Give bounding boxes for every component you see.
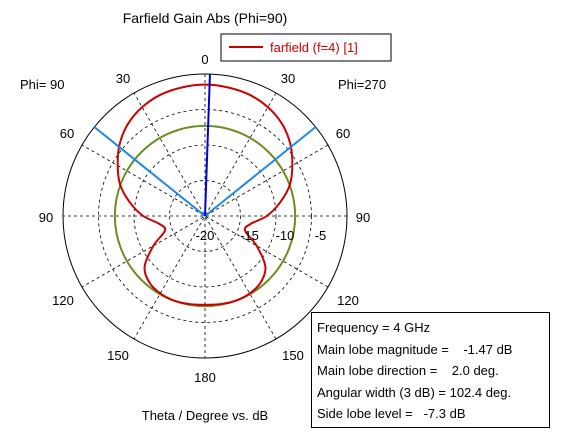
legend-label: farfield (f=4) [1] [270,40,358,55]
beamwidth-line-right [204,126,317,217]
angle-tick-120-right: 120 [337,293,359,308]
phi-right-label: Phi=270 [338,77,386,92]
polar-grid-ring-15 [169,180,241,252]
info-side-lobe-level: Side lobe level = -7.3 dB [317,406,466,421]
angle-tick-0: 0 [201,52,208,67]
radial-tick-label: -20 [196,228,215,243]
phi-left-label: Phi= 90 [20,77,64,92]
angle-tick-90-left: 90 [39,210,53,225]
info-angular-width: Angular width (3 dB) = 102.4 deg. [317,384,512,400]
angle-tick-30-right: 30 [281,71,295,86]
polar-grid-spoke-150 [133,92,277,340]
radial-tick-label: -15 [240,228,259,243]
angle-tick-150-left: 150 [107,348,129,363]
beamwidth-line-left [93,126,206,217]
side-lobe-level-circle [113,124,297,308]
polar-grid-spoke-120 [81,144,329,288]
main-lobe-direction-marker [204,74,211,217]
chart-title: Farfield Gain Abs (Phi=90) [123,10,288,26]
x-axis-label: Theta / Degree vs. dB [142,408,268,423]
info-main-lobe-direction: Main lobe direction = 2.0 deg. [317,363,499,378]
angle-tick-60-left: 60 [60,126,74,141]
polar-grid-ring-5 [98,109,312,323]
polar-grid-spoke-60 [81,144,329,288]
radial-tick-label: -5 [315,228,327,243]
farfield-gain-curve [116,83,294,306]
results-info-box: Frequency = 4 GHz Main lobe magnitude = … [311,312,550,428]
info-frequency: Frequency = 4 GHz [317,320,431,335]
angle-tick-180: 180 [194,370,216,385]
angle-tick-30-left: 30 [116,71,130,86]
angle-tick-120-left: 120 [52,293,74,308]
radial-tick-label: -10 [276,228,295,243]
angle-tick-150-right: 150 [282,348,304,363]
polar-grid-spoke-30 [133,92,277,340]
angle-tick-60-right: 60 [336,126,350,141]
info-main-lobe-magnitude: Main lobe magnitude = -1.47 dB [317,341,513,357]
angle-tick-90-right: 90 [356,210,370,225]
